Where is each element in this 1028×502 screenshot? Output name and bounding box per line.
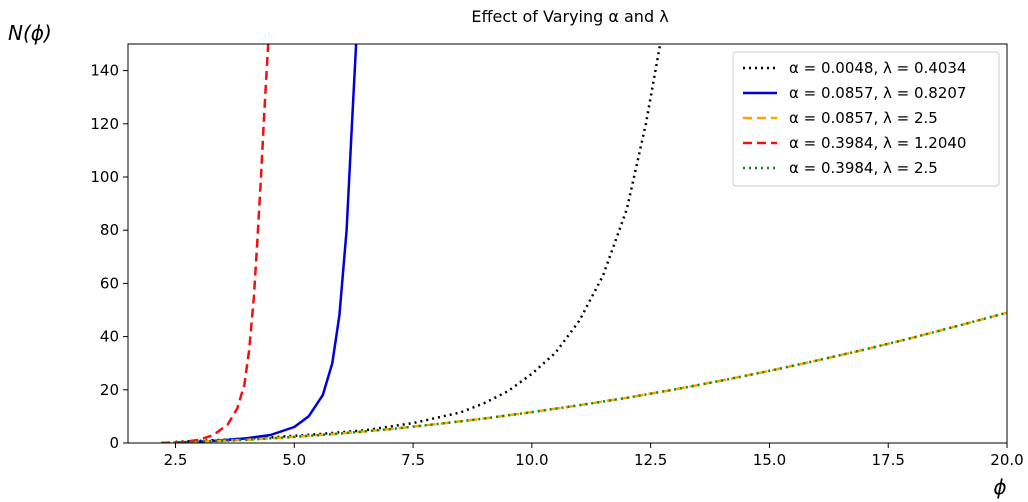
y-tick-label: 60: [100, 274, 119, 292]
x-tick-label: 5.0: [282, 451, 306, 469]
x-tick-label: 10.0: [515, 451, 548, 469]
y-axis-label: N(ϕ): [8, 21, 52, 45]
plot-frame: [127, 43, 1008, 444]
y-tick-label: 100: [90, 168, 119, 186]
x-tick-label: 12.5: [634, 451, 667, 469]
x-tick-label: 20.0: [990, 451, 1023, 469]
series-line-3: [161, 311, 1007, 443]
x-tick-label: 2.5: [164, 451, 188, 469]
series-line-1: [175, 44, 662, 443]
y-tick-label: 40: [100, 328, 119, 346]
series-layer: [161, 44, 1007, 443]
chart-title: Effect of Varying α and λ: [471, 7, 668, 26]
y-tick-label: 0: [109, 434, 119, 452]
y-tick-label: 20: [100, 381, 119, 399]
legend-label-4: α = 0.3984, λ = 1.2040: [789, 134, 966, 152]
y-axis-ticks: 0 20 40 60 80 100 120 140: [90, 62, 128, 452]
x-tick-label: 17.5: [872, 451, 905, 469]
y-tick-label: 140: [90, 62, 119, 80]
legend-label-5: α = 0.3984, λ = 2.5: [789, 159, 938, 177]
y-tick-label: 120: [90, 115, 119, 133]
series-line-4: [161, 44, 270, 443]
x-tick-label: 7.5: [401, 451, 425, 469]
x-axis-label: ϕ: [993, 475, 1006, 499]
legend: α = 0.0048, λ = 0.4034 α = 0.0857, λ = 0.…: [732, 51, 1000, 187]
legend-box: [732, 51, 1000, 187]
legend-label-1: α = 0.0048, λ = 0.4034: [789, 59, 966, 77]
x-tick-label: 15.0: [753, 451, 786, 469]
legend-label-2: α = 0.0857, λ = 0.8207: [789, 84, 966, 102]
series-line-5: [161, 311, 1007, 443]
y-tick-label: 80: [100, 221, 119, 239]
x-axis-ticks: 2.5 5.0 7.5 10.0 12.5 15.0 17.5 20.0: [164, 443, 1024, 469]
legend-label-3: α = 0.0857, λ = 2.5: [789, 109, 938, 127]
